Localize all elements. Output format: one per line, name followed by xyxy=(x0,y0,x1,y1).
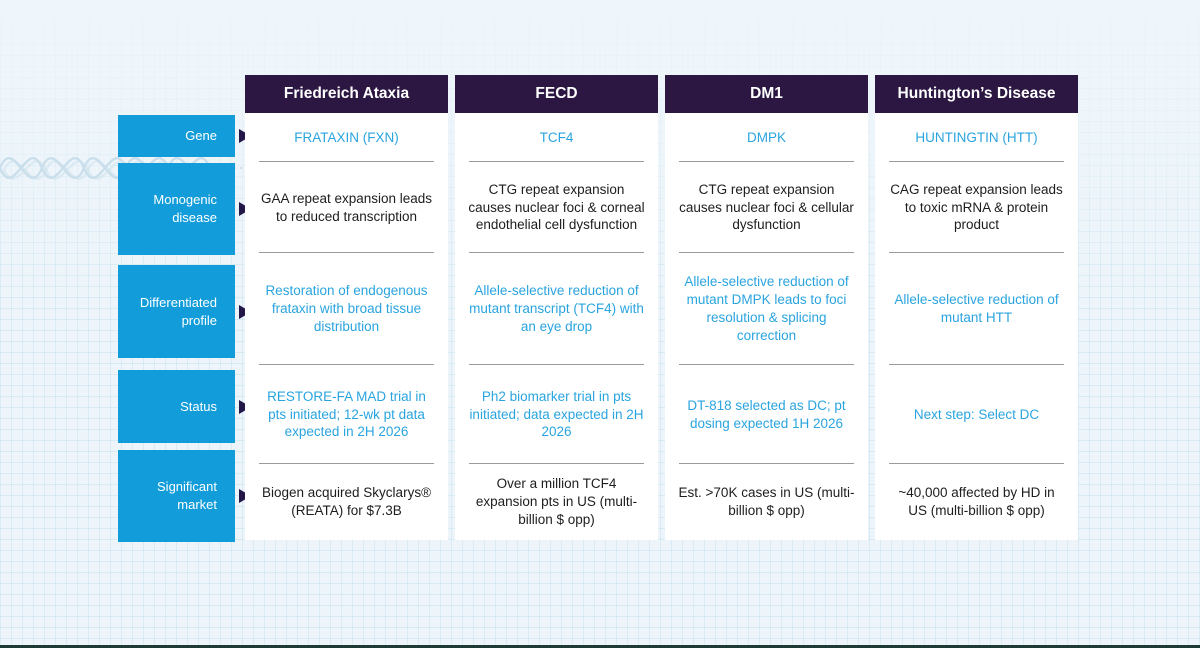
cell-gene: DMPK xyxy=(665,113,868,162)
cell-status: Ph2 biomarker trial in pts initiated; da… xyxy=(455,365,658,464)
cell-monogenic: CTG repeat expansion causes nuclear foci… xyxy=(665,162,868,253)
cell-gene: HUNTINGTIN (HTT) xyxy=(875,113,1078,162)
column-huntingtons-disease: Huntington’s Disease HUNTINGTIN (HTT) CA… xyxy=(875,75,1078,540)
cell-monogenic: CAG repeat expansion leads to toxic mRNA… xyxy=(875,162,1078,253)
cell-gene: FRATAXIN (FXN) xyxy=(245,113,448,162)
cell-differentiated: Restoration of endogenous frataxin with … xyxy=(245,253,448,365)
cell-gene: TCF4 xyxy=(455,113,658,162)
row-label-significant-market: Significant market xyxy=(118,450,251,542)
row-label-text: Differentiated profile xyxy=(139,294,217,328)
row-label-text: Significant market xyxy=(157,479,217,512)
column-card: FRATAXIN (FXN) GAA repeat expansion lead… xyxy=(245,113,448,540)
column-card: DMPK CTG repeat expansion causes nuclear… xyxy=(665,113,868,540)
column-fecd: FECD TCF4 CTG repeat expansion causes nu… xyxy=(455,75,658,540)
cell-monogenic: GAA repeat expansion leads to reduced tr… xyxy=(245,162,448,253)
row-label-text: Gene xyxy=(185,128,217,144)
column-header: Huntington’s Disease xyxy=(875,75,1078,113)
cell-market: Biogen acquired Skyclarys® (REATA) for $… xyxy=(261,485,432,518)
bottom-edge-bar xyxy=(0,645,1200,648)
cell-status: RESTORE-FA MAD trial in pts initiated; 1… xyxy=(245,365,448,464)
column-friedreich-ataxia: Friedreich Ataxia FRATAXIN (FXN) GAA rep… xyxy=(245,75,448,540)
column-card: HUNTINGTIN (HTT) CAG repeat expansion le… xyxy=(875,113,1078,540)
row-label-text: Monogenic disease xyxy=(153,192,217,225)
cell-differentiated: Allele-selective reduction of mutant DMP… xyxy=(665,253,868,365)
dna-helix-icon xyxy=(0,157,250,180)
column-card: TCF4 CTG repeat expansion causes nuclear… xyxy=(455,113,658,540)
cell-market: ~40,000 affected by HD in US (multi-bill… xyxy=(898,485,1055,518)
column-header: Friedreich Ataxia xyxy=(245,75,448,113)
cell-status: Next step: Select DC xyxy=(875,365,1078,464)
cell-market: Over a million TCF4 expansion pts in US … xyxy=(475,476,638,527)
row-label-status: Status xyxy=(118,370,251,443)
column-header: DM1 xyxy=(665,75,868,113)
column-dm1: DM1 DMPK CTG repeat expansion causes nuc… xyxy=(665,75,868,540)
row-label-monogenic-disease: Monogenic disease xyxy=(118,163,251,255)
row-label-text: Status xyxy=(180,398,217,414)
row-label-differentiated-profile: Differentiated profile xyxy=(118,265,251,358)
cell-monogenic: CTG repeat expansion causes nuclear foci… xyxy=(455,162,658,253)
cell-differentiated: Allele-selective reduction of mutant HTT xyxy=(875,253,1078,365)
row-label-gene: Gene xyxy=(118,115,251,157)
column-header: FECD xyxy=(455,75,658,113)
cell-status: DT-818 selected as DC; pt dosing expecte… xyxy=(665,365,868,464)
cell-market: Est. >70K cases in US (multi-billion $ o… xyxy=(678,485,855,518)
cell-differentiated: Allele-selective reduction of mutant tra… xyxy=(455,253,658,365)
